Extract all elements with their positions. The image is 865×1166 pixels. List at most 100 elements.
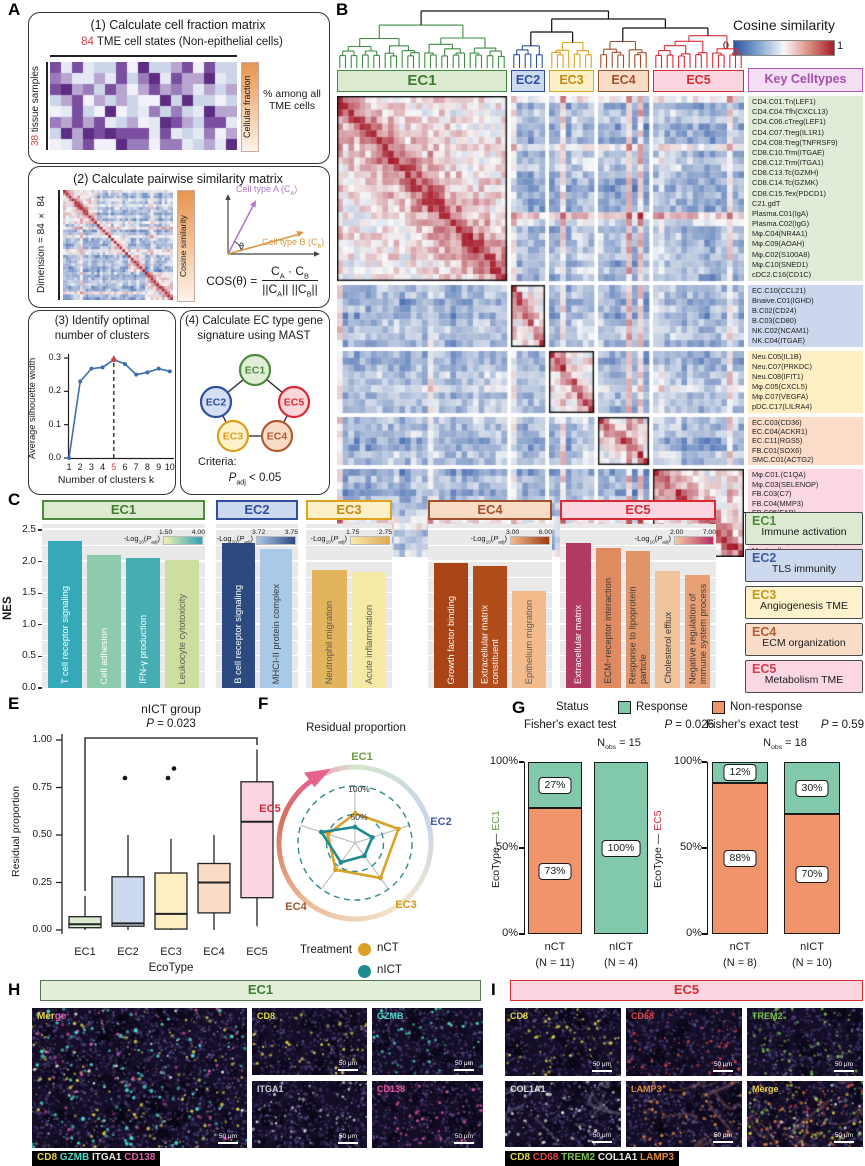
silhouette-ytick: 0.3 (48, 352, 61, 362)
celltype-label: FB.C01(SOX6) (752, 445, 802, 455)
celltype-label: EC.C10(CCL21) (752, 286, 806, 295)
gridline (306, 591, 392, 594)
nes-bar: B cell receptor signaling (222, 543, 255, 688)
scale-bar-text: 50 μm (454, 1133, 474, 1140)
cluster-header-EC5: EC5 (653, 70, 744, 92)
celltype-label: Mφ.C03(SELENOP) (752, 479, 819, 489)
gridline (428, 544, 552, 546)
fisher-p: P = 0.026 (664, 719, 714, 734)
legend-sub: 10 (485, 539, 491, 544)
text-part: = 0.026 (672, 719, 714, 731)
celltype-label: NK.C04(ITGAE) (752, 336, 805, 345)
nes-legend-label: -Log10(Padj) (124, 534, 160, 546)
boxplot-ytick: 0.75 (32, 781, 52, 793)
scale-bar-line (713, 1070, 733, 1072)
status-label-Response: Response (636, 701, 688, 713)
dendrogram (339, 10, 742, 68)
criteria-label: Criteria: (198, 456, 237, 468)
fisher-left-ytick: 0% (502, 927, 518, 939)
silhouette-ylabel: Average silhouette width (27, 357, 37, 459)
formula-denominator: ||CA|| ||CB|| (262, 280, 318, 299)
micrograph-h-ITGA1-label: ITGA1 (257, 1084, 284, 1094)
legend-p: P (146, 533, 152, 543)
text-part: EcoType — (652, 830, 664, 888)
legend-p-sub: adj (338, 539, 345, 544)
status-swatch-Non-response (712, 701, 725, 714)
boxplot-p-italic: P (146, 718, 154, 730)
nes-bar: Leukocyte cytotoxicity (165, 560, 199, 688)
nes-bar: T cell receptor signaling (48, 541, 82, 688)
fisher-right-ytick-dash (702, 933, 707, 935)
fisher-right-ytick-dash (702, 761, 707, 763)
vector-b-paren: ) (321, 237, 325, 247)
micrograph-h-CD8-scalebar: 50 μm (333, 1060, 363, 1073)
nes-bar: MHCI-II protein complex (259, 549, 292, 688)
nes-bar-label: ECM−receptor interaction (602, 578, 613, 684)
nes-bar-label: Extracellular matrix constituent (479, 604, 501, 684)
celltype-label: SMC.C01(ACTG2) (752, 454, 814, 464)
silhouette-ytick: 0.0 (48, 452, 61, 462)
nes-bar: Epithelium migration (512, 591, 546, 688)
p-sub: adj (236, 478, 246, 487)
panel-h-caption: CD8 GZMB ITGA1 CD138 (32, 1151, 161, 1166)
nes-bar-label: T cell receptor signaling (59, 585, 70, 684)
celltype-label: CD8.C10.Trm(ITGAE) (752, 147, 825, 157)
panel-e-label: E (8, 694, 20, 713)
matrix-top-rule (50, 55, 237, 57)
cellular-fraction-label: Cellular fraction (242, 75, 252, 139)
gridline (306, 639, 392, 641)
nes-header-EC4: EC4 (428, 500, 552, 520)
celltype-label: Mφ.C04(NR4A1) (752, 229, 808, 239)
text-part: = 15 (616, 737, 641, 749)
boxplot-xlabel: EcoType (148, 962, 194, 974)
gridline (42, 671, 205, 673)
caption-LAMP3: LAMP3 (637, 1152, 674, 1163)
cosine-colorbar-title: Cosine similarity (733, 17, 835, 33)
cluster-header-EC1: EC1 (337, 70, 507, 92)
silhouette-ytick: 0.2 (48, 385, 61, 396)
nes-bar-label: Extracellular matrix (573, 604, 584, 684)
gridline (216, 623, 298, 625)
celltype-label: CD8.C15.Tex(PDCD1) (752, 188, 826, 198)
scale-bar-line (834, 1141, 854, 1143)
ecosystem-desc: Metabolism TME (764, 674, 844, 686)
nes-bar: Acute inflammation (351, 572, 386, 688)
nes-legend-max: 4.00 (191, 529, 205, 536)
cell-fraction-matrix (50, 62, 237, 150)
fisher-left-xlabel: nCT (544, 941, 566, 953)
celltype-label: CD4.C01.Tn(LEF1) (752, 97, 816, 106)
radar-chart: 100% 50% EC1 EC2 EC3 EC4 EC5 (259, 751, 452, 922)
nes-bar-label: IFN-γ production (137, 615, 148, 684)
celltype-label: CD8.C14.Tc(GZMK) (752, 178, 819, 188)
legend-sub: 10 (231, 539, 237, 544)
silhouette-xtick: 3 (88, 462, 94, 472)
nes-legend: -Log10(Padj) 1.75 2.75 (311, 527, 392, 545)
panel-i-caption: CD8 CD68 TREM2 COL1A1 LAMP3 (505, 1151, 679, 1166)
nes-bar: Neutrophil migration (312, 570, 347, 688)
boxplot-xtick: EC3 (160, 946, 182, 958)
fisher-right-nobs: Nobs = 18 (706, 737, 864, 751)
status-legend-title: Status (556, 701, 589, 713)
caption-COL1A1: COL1A1 (595, 1152, 638, 1163)
fisher-test-label: Fisher's exact test (524, 719, 617, 731)
boxplot-xtick: EC2 (117, 946, 139, 958)
micrograph-i-CD68 (626, 1008, 742, 1076)
celltype-label: CD4.C06.cTreg(LEF1) (752, 117, 826, 127)
micrograph-i-TREM2-scalebar: 50 μm (829, 1061, 859, 1074)
svg-text: EC4 (285, 901, 307, 913)
micrograph-h-ITGA1-scalebar: 50 μm (333, 1133, 363, 1146)
panel-h-header: EC1 (40, 980, 481, 1001)
nes-ytick-dash (38, 592, 42, 594)
micrograph-i-TREM2 (747, 1008, 863, 1076)
nes-legend-max: 7.00 (702, 529, 716, 536)
scale-bar-text: 50 μm (218, 1133, 238, 1140)
nes-legend-gradient (163, 536, 203, 545)
nes-ytick-dash (38, 655, 42, 658)
legend-p: P (493, 533, 499, 543)
scale-bar-line (338, 1142, 358, 1144)
scale-bar-line (454, 1069, 474, 1071)
p-rest: < 0.05 (245, 472, 282, 484)
nes-legend-bar-wrap: 2.00 7.00 (670, 529, 716, 545)
ec-type-diagram: EC1 EC2 EC5 EC3 EC4 (199, 353, 311, 453)
fisher-left-xlabel: nICT (609, 941, 633, 953)
